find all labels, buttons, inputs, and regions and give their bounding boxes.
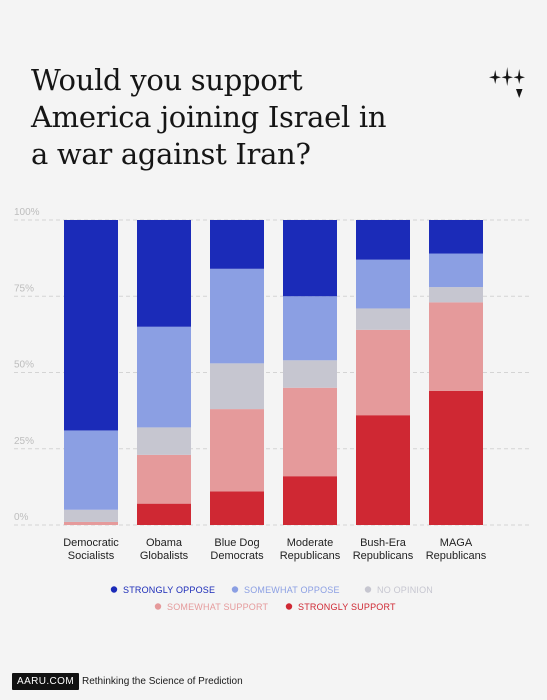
bar-segment: [137, 220, 191, 327]
y-tick-label: 100%: [14, 207, 40, 218]
y-tick-label: 25%: [14, 436, 34, 447]
bar-segment: [210, 491, 264, 525]
legend-marker: [110, 586, 118, 593]
x-tick-label: MAGA: [440, 537, 473, 549]
bar-segment: [429, 302, 483, 391]
bar-segment: [283, 476, 337, 525]
chart-title: Would you support America joining Israel…: [31, 62, 391, 173]
x-tick-label: Socialists: [68, 550, 115, 562]
y-tick-label: 0%: [14, 512, 29, 523]
bar-segment: [356, 308, 410, 330]
x-tick-label: Moderate: [287, 537, 333, 549]
x-tick-label: Republicans: [353, 550, 414, 562]
legend-marker: [285, 603, 293, 610]
bar-segment: [283, 387, 337, 477]
footer-badge[interactable]: AARU.COM: [12, 673, 80, 690]
bar-segment: [429, 220, 483, 254]
bar-segment: [137, 427, 191, 455]
bar-segment: [356, 259, 410, 309]
legend-label: SOMEWHAT OPPOSE: [244, 585, 340, 595]
footer: AARU.COM Rethinking the Science of Predi…: [0, 671, 547, 695]
bar-segment: [283, 220, 337, 297]
aaru-logo-icon: [489, 67, 525, 98]
legend-marker: [231, 586, 239, 593]
title-line-2: America joining Israel in: [31, 100, 387, 134]
x-tick-label: Globalists: [140, 550, 189, 562]
legend-label: STRONGLY SUPPORT: [298, 602, 396, 612]
bar-segment: [64, 521, 118, 525]
x-tick-label: Blue Dog: [214, 537, 259, 549]
bar-segment: [429, 287, 483, 303]
bar-segment: [356, 329, 410, 416]
bar-segment: [64, 220, 118, 431]
legend-label: SOMEWHAT SUPPORT: [167, 602, 269, 612]
bar-segment: [356, 415, 410, 525]
bar-segment: [429, 253, 483, 288]
bar-segment: [137, 454, 191, 504]
title-line-1: Would you support: [31, 63, 303, 97]
bar-segment: [210, 409, 264, 492]
legend-marker: [154, 603, 162, 610]
bar-segment: [137, 326, 191, 428]
legend-label: STRONGLY OPPOSE: [123, 585, 215, 595]
x-tick-label: Republicans: [426, 550, 487, 562]
bar-segment: [283, 360, 337, 388]
x-tick-label: Bush-Era: [360, 537, 407, 549]
y-tick-label: 75%: [14, 283, 34, 294]
x-tick-label: Obama: [146, 537, 183, 549]
x-tick-label: Republicans: [280, 550, 341, 562]
bar-segment: [429, 390, 483, 525]
bar-segment: [210, 363, 264, 410]
bar-segment: [137, 503, 191, 525]
legend-marker: [364, 586, 372, 593]
y-tick-label: 50%: [14, 360, 34, 371]
bar-segment: [210, 268, 264, 364]
x-tick-label: Democratic: [63, 537, 119, 549]
bar-segment: [64, 430, 118, 510]
bar-segment: [283, 296, 337, 361]
bar-segment: [64, 509, 118, 522]
bar-segment: [210, 220, 264, 269]
x-tick-label: Democrats: [210, 550, 264, 562]
footer-tagline: Rethinking the Science of Prediction: [82, 676, 243, 687]
legend-label: NO OPINION: [377, 585, 433, 595]
title-line-3: a war against Iran?: [31, 137, 311, 171]
bar-segment: [356, 220, 410, 260]
